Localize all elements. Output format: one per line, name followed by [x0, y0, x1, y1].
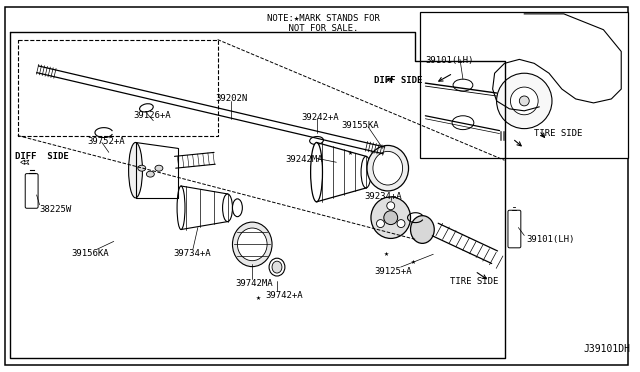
Text: 39156KA: 39156KA: [71, 249, 109, 258]
Ellipse shape: [453, 79, 473, 91]
FancyBboxPatch shape: [25, 174, 38, 208]
FancyBboxPatch shape: [508, 210, 521, 248]
Ellipse shape: [269, 258, 285, 276]
Ellipse shape: [147, 171, 154, 177]
Text: NOT FOR SALE.: NOT FOR SALE.: [267, 24, 358, 33]
Text: 39752+A: 39752+A: [87, 137, 125, 145]
Text: ★: ★: [256, 293, 260, 302]
Text: 39155KA: 39155KA: [341, 121, 379, 130]
Ellipse shape: [140, 104, 153, 112]
Ellipse shape: [272, 261, 282, 273]
Text: 39742+A: 39742+A: [265, 291, 303, 300]
Text: 39242MA: 39242MA: [285, 155, 323, 164]
Ellipse shape: [361, 156, 371, 188]
Ellipse shape: [237, 228, 267, 261]
Text: 39742MA: 39742MA: [236, 279, 273, 288]
Text: 39101(LH): 39101(LH): [426, 57, 474, 65]
Ellipse shape: [177, 186, 185, 230]
Circle shape: [497, 73, 552, 129]
Text: TIRE SIDE: TIRE SIDE: [450, 277, 499, 286]
Circle shape: [376, 219, 385, 228]
Text: 39734+A: 39734+A: [173, 249, 211, 258]
Text: 39242+A: 39242+A: [301, 113, 339, 122]
Bar: [420, 12, 628, 158]
Ellipse shape: [452, 116, 474, 129]
Text: 39202N: 39202N: [216, 94, 248, 103]
Ellipse shape: [371, 197, 410, 238]
Ellipse shape: [410, 216, 435, 243]
Text: 38225W: 38225W: [40, 205, 72, 214]
Text: ★: ★: [348, 148, 353, 157]
Text: ★: ★: [410, 257, 415, 266]
Ellipse shape: [138, 165, 146, 171]
Ellipse shape: [155, 165, 163, 171]
Text: J39101DH: J39101DH: [584, 344, 630, 354]
Text: 39101(LH): 39101(LH): [526, 235, 575, 244]
Ellipse shape: [223, 194, 232, 222]
Ellipse shape: [367, 145, 408, 191]
Ellipse shape: [232, 222, 272, 267]
Ellipse shape: [384, 211, 397, 225]
Text: 39125+A: 39125+A: [374, 267, 412, 276]
Text: ★: ★: [384, 249, 389, 258]
Ellipse shape: [129, 142, 143, 198]
Text: TIRE SIDE: TIRE SIDE: [534, 129, 582, 138]
Ellipse shape: [310, 137, 323, 144]
Circle shape: [511, 87, 538, 115]
Ellipse shape: [232, 199, 243, 217]
Ellipse shape: [519, 96, 529, 106]
Text: NOTE:★MARK STANDS FOR: NOTE:★MARK STANDS FOR: [267, 14, 380, 23]
Text: DIFF  SIDE: DIFF SIDE: [15, 153, 68, 161]
Text: 39126+A: 39126+A: [134, 111, 171, 120]
Circle shape: [387, 202, 395, 210]
Ellipse shape: [373, 151, 403, 185]
Text: DIFF SIDE: DIFF SIDE: [374, 76, 422, 85]
Ellipse shape: [310, 142, 323, 202]
Text: 39234+A: 39234+A: [364, 192, 402, 201]
Circle shape: [397, 219, 405, 228]
